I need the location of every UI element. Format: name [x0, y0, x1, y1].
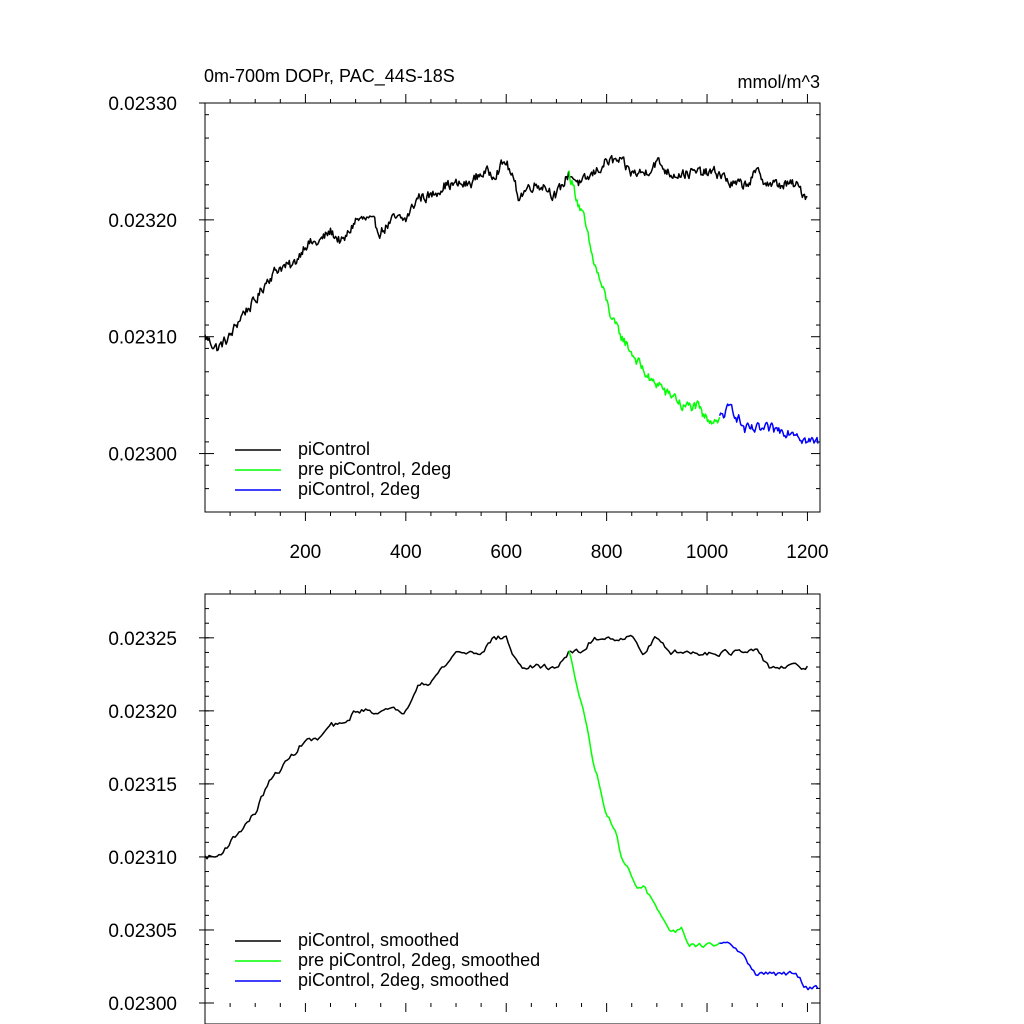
x-tick-label: 600 — [490, 542, 522, 563]
y-tick-label: 0.02305 — [108, 921, 177, 942]
series-line — [568, 650, 721, 948]
legend-label: piControl, 2deg — [298, 479, 420, 499]
legend-label: pre piControl, 2deg — [298, 459, 451, 479]
y-tick-label: 0.02300 — [108, 994, 177, 1015]
x-tick-label: 1200 — [786, 542, 828, 563]
x-tick-label: 800 — [591, 542, 623, 563]
series-line — [718, 403, 819, 445]
x-tick-label: 400 — [390, 542, 422, 563]
units-label: mmol/m^3 — [738, 72, 820, 92]
chart-title: 0m-700m DOPr, PAC_44S-18S — [204, 66, 455, 87]
legend-label: pre piControl, 2deg, smoothed — [298, 950, 540, 970]
legend-label: piControl, smoothed — [298, 930, 459, 950]
top-ticks: 0.02300 0.02310 0.02320 0.02330 200 400 600 800… — [108, 94, 829, 563]
y-tick-label: 0.02330 — [108, 94, 177, 115]
y-tick-label: 0.02320 — [108, 211, 177, 232]
legend-label: piControl, 2deg, smoothed — [298, 970, 509, 990]
top-panel: 0m-700m DOPr, PAC_44S-18S mmol/m^3 0.023… — [108, 66, 828, 563]
x-tick-label: 200 — [290, 542, 322, 563]
series-line — [204, 154, 808, 352]
y-tick-label: 0.02310 — [108, 848, 177, 869]
y-tick-label: 0.02310 — [108, 328, 177, 349]
bottom-series-lines — [204, 634, 819, 991]
series-line — [568, 170, 721, 425]
top-series-lines — [204, 154, 819, 445]
x-tick-label: 1000 — [686, 542, 728, 563]
series-line — [204, 634, 809, 860]
top-plot-frame — [204, 102, 821, 513]
y-tick-label: 0.02325 — [108, 629, 177, 650]
y-tick-label: 0.02300 — [108, 445, 177, 466]
series-line — [719, 941, 819, 991]
bottom-plot-frame — [204, 593, 821, 1024]
bottom-ticks: 0.02300 0.02305 0.02310 0.02315 0.02320 0.023… — [108, 585, 820, 1015]
y-tick-label: 0.02320 — [108, 702, 177, 723]
y-tick-label: 0.02315 — [108, 775, 177, 796]
bottom-panel: 0.02300 0.02305 0.02310 0.02315 0.02320 0.023… — [108, 585, 821, 1024]
legend-label: piControl — [298, 439, 370, 459]
